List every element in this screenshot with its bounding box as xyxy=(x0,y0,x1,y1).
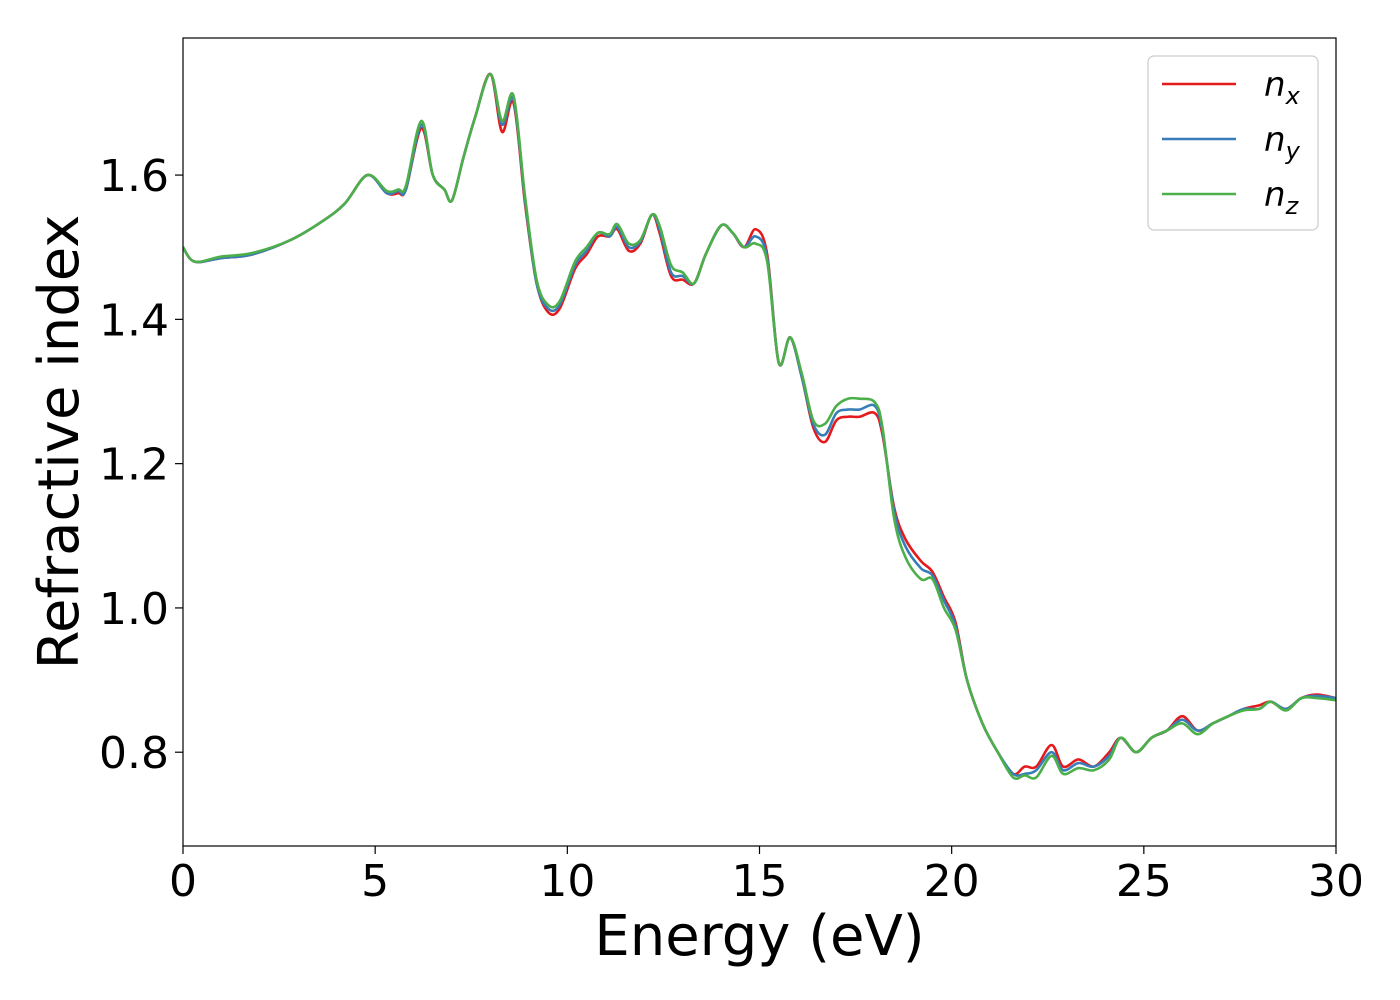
x-tick-label: 25 xyxy=(1116,856,1172,907)
legend-label: nx xyxy=(1264,65,1301,110)
x-tick-label: 10 xyxy=(539,856,595,907)
y-axis-title: Refractive index xyxy=(27,215,92,670)
y-tick-label: 1.4 xyxy=(99,295,169,346)
y-tick-label: 1.2 xyxy=(99,440,169,491)
x-tick-label: 15 xyxy=(732,856,788,907)
legend-label: nz xyxy=(1264,175,1300,220)
x-tick-label: 30 xyxy=(1308,856,1364,907)
x-tick-label: 20 xyxy=(924,856,980,907)
series-line-n-z xyxy=(183,72,1336,781)
legend-label: ny xyxy=(1264,120,1301,165)
x-axis-ticks: 0 5 10 15 20 25 30 xyxy=(169,846,1364,907)
x-tick-label: 0 xyxy=(169,856,197,907)
x-axis-title: Energy (eV) xyxy=(594,904,924,969)
legend: nx ny nz xyxy=(1147,55,1319,231)
x-tick-label: 5 xyxy=(361,856,389,907)
plot-area xyxy=(183,72,1336,781)
y-tick-label: 1.0 xyxy=(99,584,169,635)
y-axis-ticks: 0.8 1.0 1.2 1.4 1.6 xyxy=(99,151,183,779)
y-tick-label: 1.6 xyxy=(99,151,169,202)
legend-box xyxy=(1147,55,1319,231)
y-tick-label: 0.8 xyxy=(99,728,169,779)
